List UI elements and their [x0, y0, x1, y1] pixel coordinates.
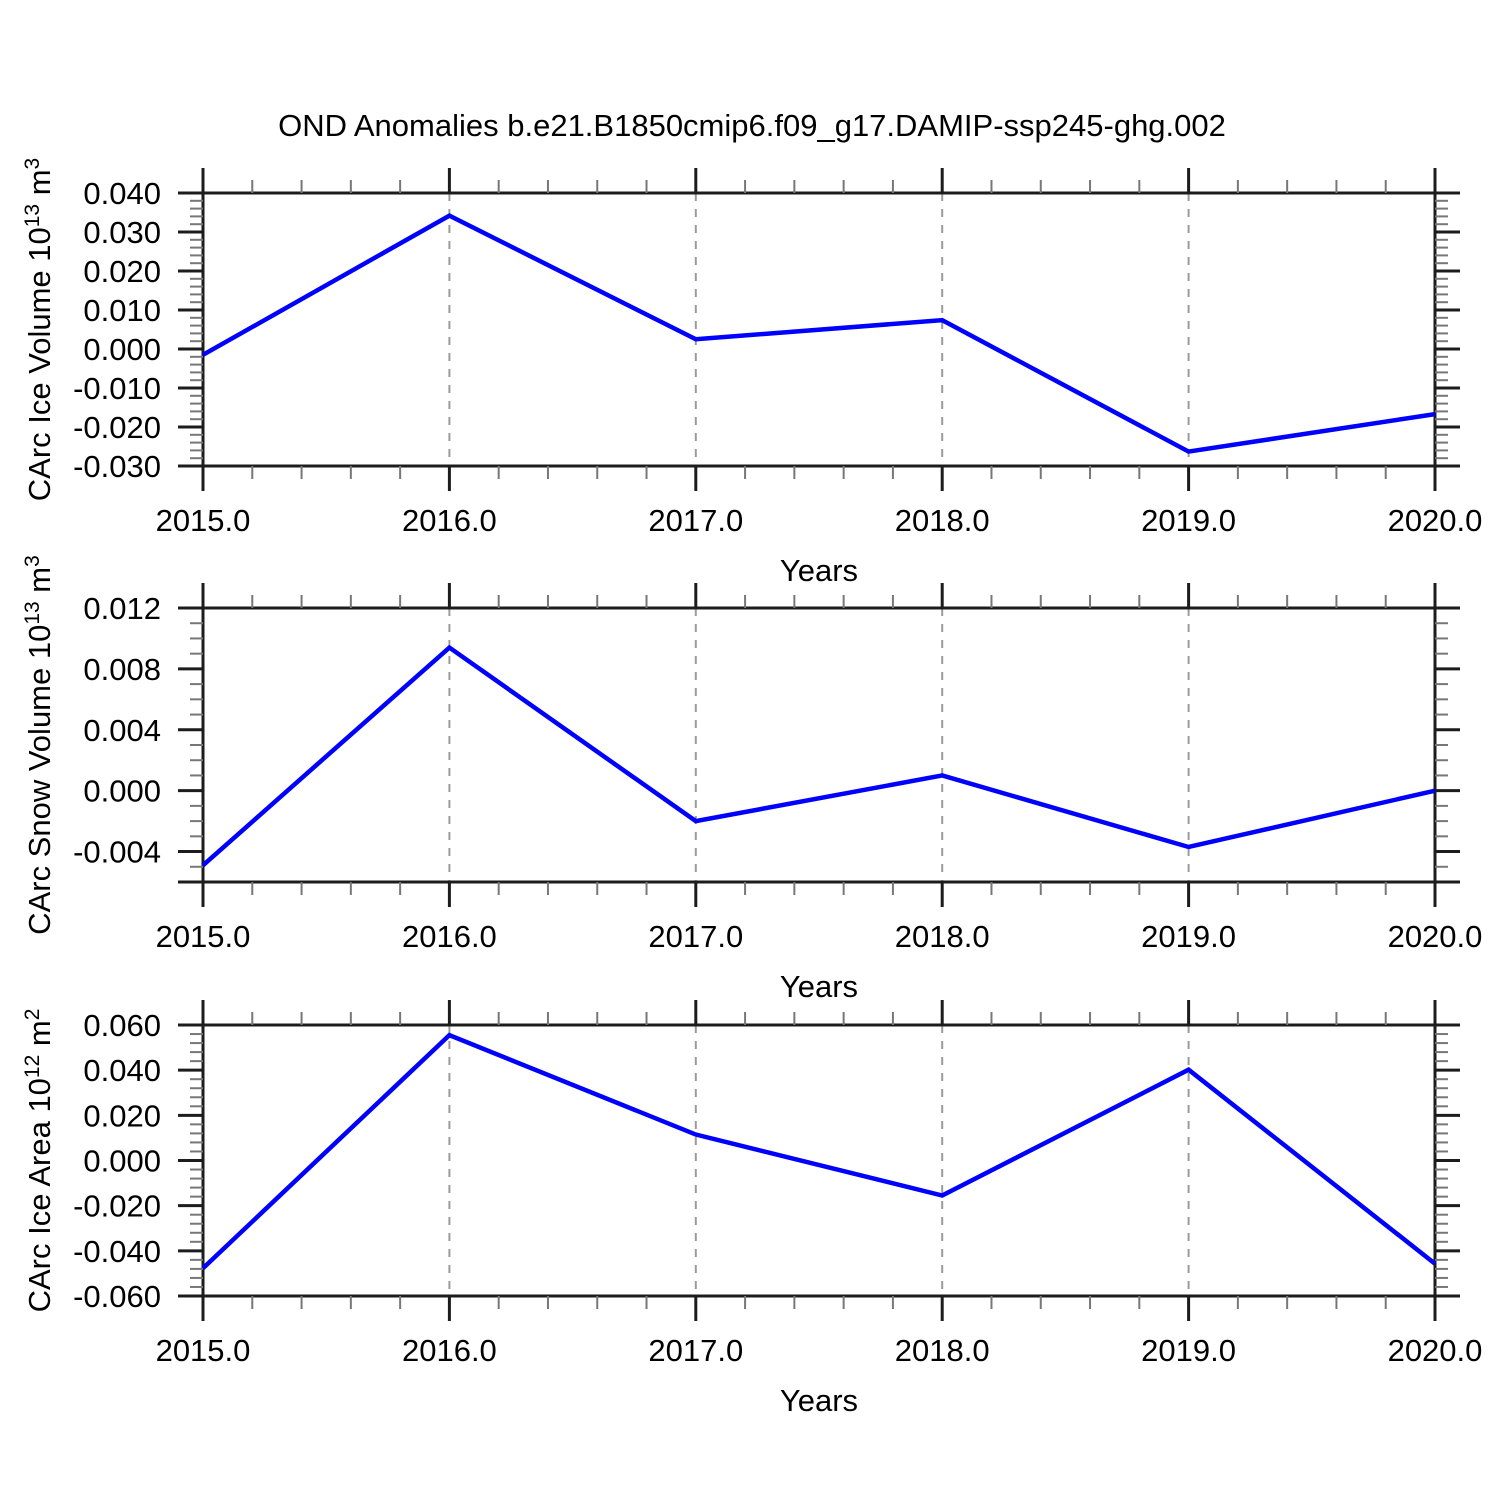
- y-tick-label: 0.020: [83, 1098, 161, 1133]
- y-tick-label: 0.000: [83, 774, 161, 809]
- grid-lines: [448, 608, 1190, 882]
- plot-frame: [201, 606, 1437, 884]
- x-tick-labels: 2015.0 2016.0 2017.0 2018.0 2019.0 2020.0: [156, 1333, 1483, 1368]
- carc-snow-volume-line: [201, 644, 1436, 867]
- figure-title: OND Anomalies b.e21.B1850cmip6.f09_g17.D…: [278, 108, 1226, 143]
- y-tick-label: -0.060: [73, 1279, 161, 1314]
- grid-lines: [448, 1025, 1190, 1296]
- x-tick-label: 2018.0: [895, 919, 990, 954]
- y-tick-label: 0.030: [83, 215, 161, 250]
- y-tick-label: 0.040: [83, 176, 161, 211]
- x-tick-label: 2016.0: [402, 1333, 497, 1368]
- y-axis-title: CArc Ice Area 1012​ m2​: [21, 1009, 57, 1313]
- x-tick-label: 2019.0: [1141, 503, 1236, 538]
- x-tick-label: 2017.0: [648, 1333, 743, 1368]
- y-tick-label: 0.012: [83, 591, 161, 626]
- y-tick-label: 0.010: [83, 293, 161, 328]
- y-tick-label: 0.008: [83, 652, 161, 687]
- x-tick-label: 2016.0: [402, 919, 497, 954]
- x-tick-label: 2018.0: [895, 503, 990, 538]
- x-tick-label: 2020.0: [1388, 1333, 1483, 1368]
- y-tick-label: -0.020: [73, 1189, 161, 1224]
- y-tick-label: 0.020: [83, 254, 161, 289]
- x-tick-label: 2016.0: [402, 503, 497, 538]
- y-tick-label: -0.030: [73, 449, 161, 484]
- x-axis-ticks: [201, 583, 1437, 907]
- x-axis-title: Years: [780, 969, 858, 1004]
- y-tick-labels: 0.012 0.008 0.004 0.000 -0.004: [73, 591, 161, 870]
- x-tick-label: 2020.0: [1388, 503, 1483, 538]
- x-tick-label: 2019.0: [1141, 1333, 1236, 1368]
- y-tick-label: -0.010: [73, 371, 161, 406]
- x-tick-label: 2020.0: [1388, 919, 1483, 954]
- y-axis-title: CArc Snow Volume 1013​ m3​: [21, 555, 57, 935]
- y-axis-ticks: [178, 606, 1460, 884]
- y-tick-label: 0.000: [83, 332, 161, 367]
- y-tick-labels: 0.040 0.030 0.020 0.010 0.000 -0.010 -0.020 -0.…: [73, 176, 161, 484]
- y-tick-label: 0.004: [83, 713, 161, 748]
- x-tick-label: 2019.0: [1141, 919, 1236, 954]
- y-tick-label: -0.040: [73, 1234, 161, 1269]
- x-tick-label: 2017.0: [648, 919, 743, 954]
- x-tick-labels: 2015.0 2016.0 2017.0 2018.0 2019.0 2020.0: [156, 503, 1483, 538]
- plot-frame: [201, 191, 1437, 468]
- y-tick-label: 0.000: [83, 1144, 161, 1179]
- y-tick-label: -0.004: [73, 835, 161, 870]
- y-tick-label: -0.020: [73, 410, 161, 445]
- x-axis-title: Years: [780, 553, 858, 588]
- y-tick-labels: 0.060 0.040 0.020 0.000 -0.020 -0.040 -0.060: [73, 1008, 161, 1314]
- panel-carc-ice-area: 0.060 0.040 0.020 0.000 -0.020 -0.040 -0.060 20…: [21, 1000, 1482, 1418]
- x-tick-label: 2017.0: [648, 503, 743, 538]
- x-tick-label: 2015.0: [156, 503, 251, 538]
- y-axis-title: CArc Ice Volume 1013​ m3​: [21, 158, 57, 501]
- carc-ice-area-line: [201, 1032, 1437, 1270]
- grid-lines: [448, 193, 1190, 466]
- x-tick-label: 2015.0: [156, 919, 251, 954]
- x-tick-label: 2018.0: [895, 1333, 990, 1368]
- y-axis-ticks: [178, 191, 1460, 468]
- x-tick-labels: 2015.0 2016.0 2017.0 2018.0 2019.0 2020.0: [156, 919, 1483, 954]
- y-tick-label: 0.060: [83, 1008, 161, 1043]
- y-tick-label: 0.040: [83, 1053, 161, 1088]
- x-axis-title: Years: [780, 1383, 858, 1418]
- plot-frame: [201, 1023, 1437, 1298]
- panel-carc-ice-volume: 0.040 0.030 0.020 0.010 0.000 -0.010 -0.020 -0.…: [21, 158, 1482, 588]
- y-axis-ticks: [178, 1023, 1460, 1298]
- x-axis-ticks: [201, 168, 1437, 491]
- carc-ice-volume-line: [201, 213, 1436, 454]
- x-axis-ticks: [201, 1000, 1437, 1321]
- x-tick-label: 2015.0: [156, 1333, 251, 1368]
